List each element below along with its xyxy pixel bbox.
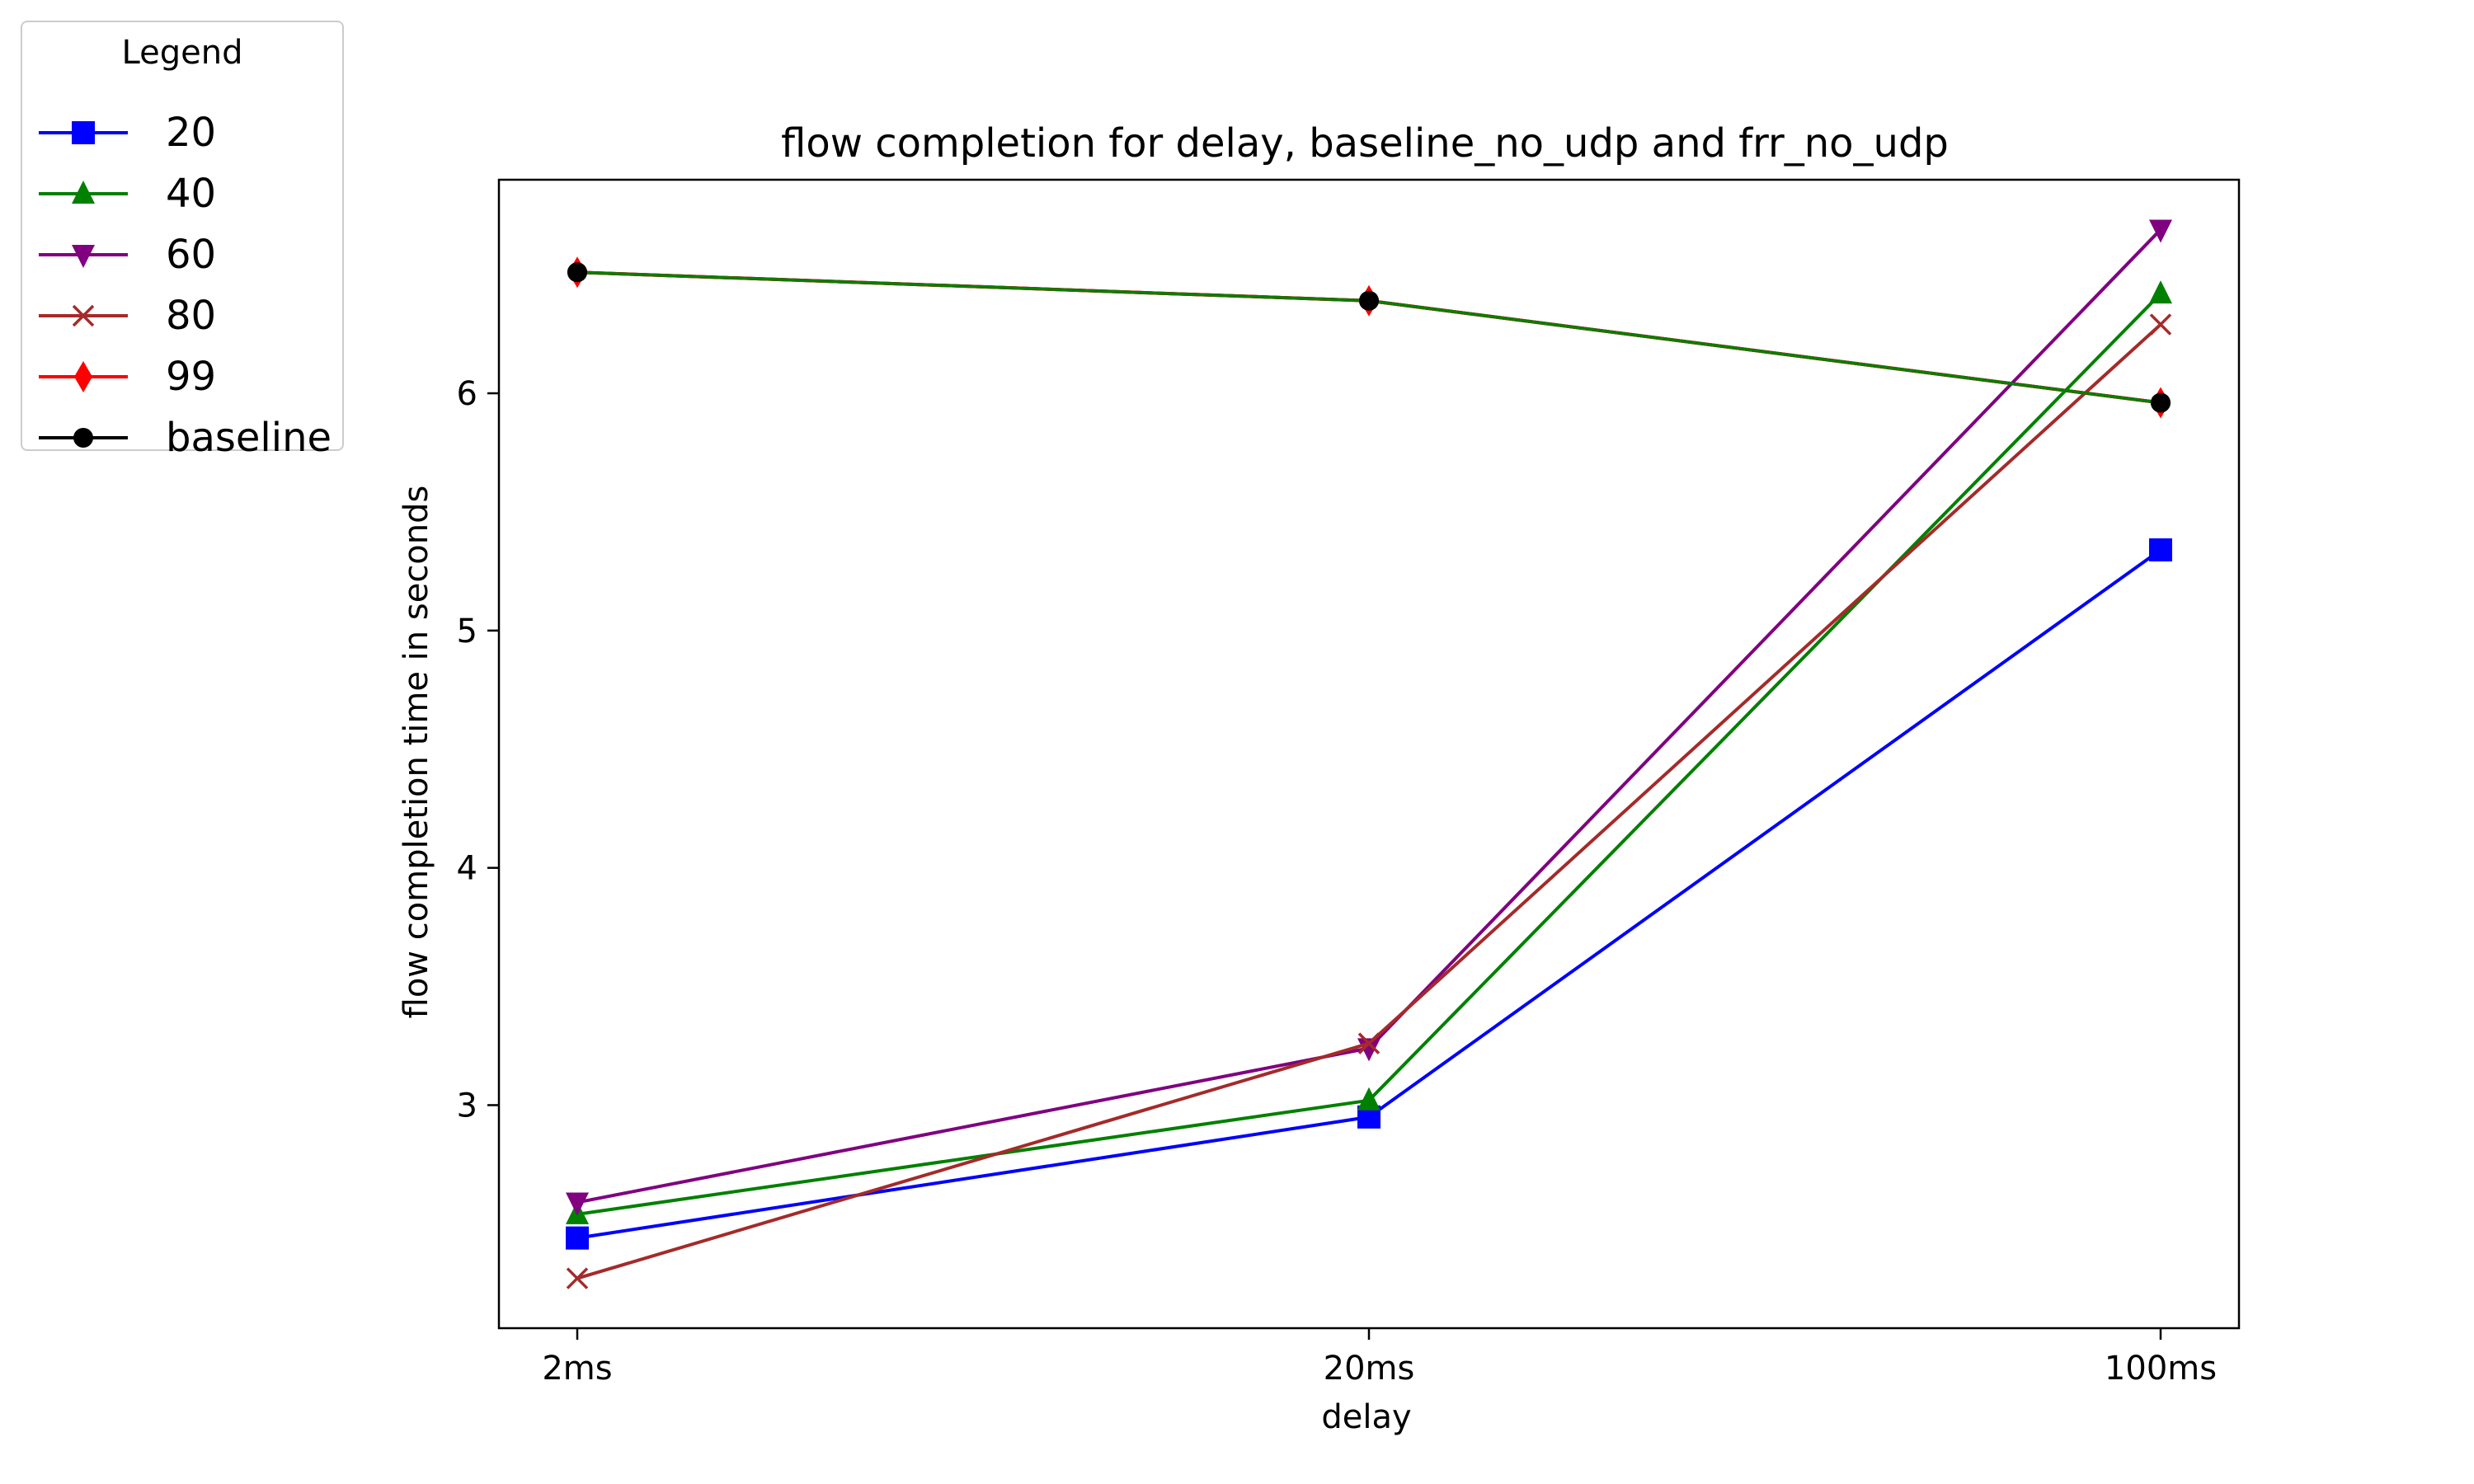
- y-tick-label: 4: [457, 850, 477, 888]
- y-axis-label: flow completion time in seconds: [397, 486, 435, 1019]
- legend-marker: [72, 121, 95, 144]
- legend-marker: [72, 304, 95, 327]
- series-20: [566, 538, 2172, 1250]
- baseline-point: [567, 262, 587, 283]
- legend-swatch: [39, 245, 128, 268]
- legend-item: 60: [34, 230, 339, 279]
- legend-marker: [72, 245, 95, 268]
- data-point: [566, 1267, 589, 1289]
- data-point: [1357, 1032, 1380, 1054]
- legend-item: baseline: [34, 413, 339, 463]
- data-point: [2149, 313, 2172, 336]
- x-axis-label: delay: [1321, 1398, 1411, 1436]
- legend-label: 20: [166, 110, 217, 156]
- y-tick-label: 6: [457, 375, 477, 413]
- legend-label: 99: [166, 354, 217, 400]
- chart-title: flow completion for delay, baseline_no_u…: [781, 120, 1949, 167]
- legend-swatch: [39, 121, 128, 144]
- legend-marker: [72, 181, 95, 204]
- series-80: [566, 313, 2172, 1289]
- legend-label: 80: [166, 293, 217, 339]
- data-point: [566, 1192, 589, 1216]
- plot-frame: [497, 178, 2241, 1330]
- baseline-point: [2151, 392, 2171, 413]
- legend-item: 20: [34, 108, 339, 157]
- legend-marker: [73, 428, 93, 448]
- x-tick-label: 100ms: [2105, 1350, 2217, 1388]
- legend-item: 99: [34, 352, 339, 402]
- legend-swatch: [39, 181, 128, 204]
- baseline-point: [1359, 290, 1379, 311]
- y-tick-label: 3: [457, 1087, 477, 1125]
- legend-label: 60: [166, 232, 217, 278]
- legend-label: 40: [166, 171, 217, 217]
- y-tick-label: 5: [457, 613, 477, 650]
- legend-item: 40: [34, 169, 339, 218]
- x-tick-label: 20ms: [1324, 1350, 1415, 1388]
- legend-item: 80: [34, 291, 339, 340]
- legend-marker: [74, 361, 92, 392]
- legend-swatch: [39, 361, 128, 392]
- x-tick-label: 2ms: [542, 1350, 612, 1388]
- legend-swatch: [39, 428, 128, 448]
- data-point: [1357, 1087, 1380, 1111]
- data-point: [566, 1226, 589, 1250]
- data-point: [2149, 538, 2172, 561]
- legend: Legend 20 40 60 80 99 baseline: [21, 21, 344, 459]
- data-point: [2149, 280, 2172, 304]
- data-point: [2149, 219, 2172, 243]
- legend-title: Legend: [121, 34, 243, 72]
- legend-label: baseline: [166, 415, 332, 461]
- legend-swatch: [39, 304, 128, 327]
